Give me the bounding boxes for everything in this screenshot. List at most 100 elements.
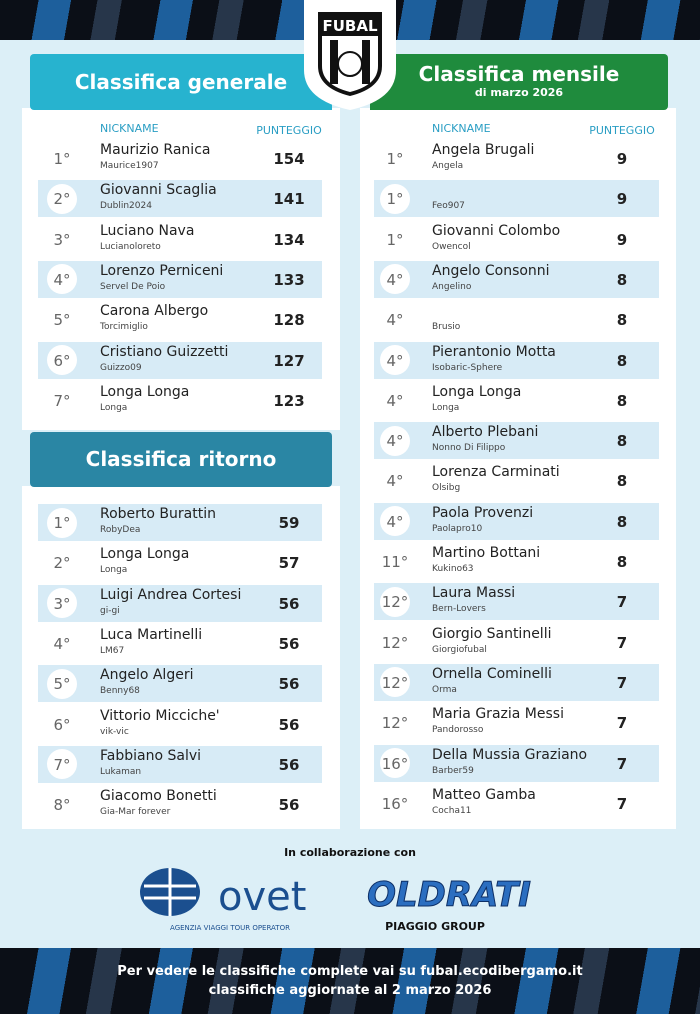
rank: 5° — [53, 311, 71, 330]
row-bg — [38, 745, 322, 783]
nickname: Angelino — [432, 281, 472, 292]
player-name: Della Mussia Graziano — [432, 746, 588, 763]
row-bg — [374, 422, 659, 460]
rank: 2° — [53, 554, 71, 573]
rank: 1° — [386, 230, 404, 249]
rank-circle — [380, 345, 410, 375]
score: 134 — [273, 230, 305, 249]
row-bg — [374, 341, 659, 379]
partner-tagline: PIAGGIO GROUP — [385, 920, 485, 933]
score: 154 — [273, 150, 305, 168]
score: 7 — [616, 593, 628, 612]
score: 133 — [273, 270, 305, 289]
column-header: NICKNAME — [432, 122, 491, 135]
row-bg — [374, 260, 659, 298]
row-bg — [38, 180, 322, 218]
banner-title: Classifica mensile — [418, 62, 620, 86]
rank-circle — [380, 748, 410, 778]
nickname: Olsibg — [432, 483, 461, 494]
score: 8 — [616, 270, 628, 289]
row-bg — [374, 180, 659, 218]
rank-circle — [380, 425, 410, 456]
nickname: Nonno Di Filippo — [432, 443, 506, 454]
footer-line: Per vedere le classifiche complete vai s… — [117, 964, 583, 979]
score: 56 — [278, 715, 300, 734]
rank-circle — [380, 667, 410, 698]
partner-name: ovet — [218, 874, 306, 920]
player-name: Lorenza Carminati — [432, 464, 560, 481]
rank: 4° — [386, 270, 404, 289]
rank: 4° — [53, 270, 71, 289]
rank-circle — [380, 506, 410, 537]
panel — [360, 108, 676, 829]
logo-text: FUBAL — [322, 17, 377, 35]
score: 128 — [273, 311, 305, 330]
score: 56 — [278, 634, 300, 653]
nickname: Torcimiglio — [100, 322, 148, 333]
nickname: Orma — [432, 684, 457, 695]
row-bg — [374, 744, 659, 782]
row-bg — [38, 504, 322, 541]
player-name: Giovanni Colombo — [432, 222, 561, 239]
banner-title: Classifica generale — [74, 70, 288, 94]
player-name: Longa Longa — [100, 383, 190, 400]
nickname: Longa — [100, 565, 128, 576]
player-name: Roberto Burattin — [100, 506, 216, 522]
score: 8 — [616, 472, 628, 491]
player-name: Martino Bottani — [432, 545, 541, 561]
rank: 4° — [386, 432, 404, 451]
score: 57 — [278, 554, 300, 573]
column-header: PUNTEGGIO — [256, 124, 322, 137]
nickname: Gia-Mar forever — [100, 807, 171, 818]
column-header: PUNTEGGIO — [589, 124, 655, 137]
rank: 12° — [381, 714, 409, 733]
score: 56 — [278, 594, 300, 613]
footer: Per vedere le classifiche complete vai s… — [0, 962, 700, 1000]
player-name: Luca Martinelli — [100, 626, 203, 643]
player-name: Cristiano Guizzetti — [100, 343, 229, 360]
nickname: Cocha11 — [432, 805, 472, 816]
partner-tagline: AGENZIA VIAGGI TOUR OPERATOR — [170, 924, 290, 932]
row-bg — [38, 260, 322, 298]
nickname: LM67 — [100, 645, 125, 656]
player-name: Alberto Plebani — [432, 424, 539, 441]
player-name: Longa Longa — [100, 546, 190, 563]
rank: 4° — [386, 351, 404, 370]
row-bg — [374, 502, 659, 540]
globe-lines — [144, 868, 196, 916]
nickname: Isobaric-Sphere — [432, 362, 503, 373]
nickname: Pandorosso — [432, 725, 484, 736]
nickname: Giorgiofubal — [432, 644, 487, 655]
rank: 16° — [381, 794, 409, 813]
partner-logo: OLDRATI PIAGGIO GROUP — [367, 875, 532, 934]
player-name: Giovanni Scaglia — [100, 182, 217, 199]
player-name: Matteo Gamba — [432, 786, 536, 803]
nickname: Paolapro10 — [432, 523, 483, 534]
rank: 12° — [381, 673, 409, 692]
rank: 4° — [53, 634, 71, 653]
banner-title: Classifica ritorno — [85, 447, 277, 471]
partners-intro: In collaborazione con — [284, 846, 416, 859]
score: 56 — [278, 675, 300, 694]
score: 59 — [278, 514, 300, 532]
score: 9 — [616, 230, 628, 249]
row-bg — [38, 584, 322, 622]
rank-circle — [380, 586, 410, 617]
nickname: Longa — [100, 402, 128, 413]
rank: 4° — [386, 512, 404, 531]
rank: 16° — [381, 754, 409, 773]
score: 8 — [616, 512, 628, 531]
player-name: Vittorio Micciche' — [100, 707, 220, 724]
score: 123 — [273, 391, 305, 410]
nickname: Kukino63 — [432, 564, 474, 574]
nickname: Lukaman — [100, 766, 142, 777]
score: 7 — [616, 794, 628, 813]
score: 9 — [616, 190, 628, 209]
footer-line: classifiche aggiornate al 2 marzo 2026 — [208, 983, 492, 998]
banner-subtitle: di marzo 2026 — [474, 86, 564, 99]
nickname: Servel De Poio — [100, 281, 166, 292]
footer-band — [0, 948, 700, 1014]
rank: 2° — [53, 190, 71, 209]
rank: 4° — [386, 391, 404, 410]
